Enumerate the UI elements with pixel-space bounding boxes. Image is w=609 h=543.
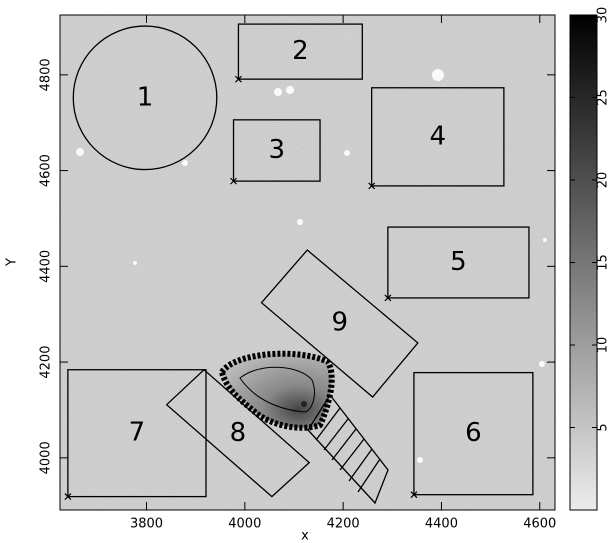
region-label: 4 [429, 121, 446, 151]
y-tick-label: 4400 [39, 250, 54, 283]
y-axis-label: Y [5, 258, 20, 267]
y-tick-label: 4800 [39, 58, 54, 91]
colorbar-tick-label: 15 [596, 254, 609, 271]
page: {"chart_data": {"type": "image", "xlabel… [0, 0, 609, 543]
x-tick-label: 4600 [523, 517, 556, 532]
x-tick-label: 4200 [327, 517, 360, 532]
region-label: 8 [230, 418, 247, 448]
y-tick-label: 4000 [39, 441, 54, 474]
region-label: 5 [450, 247, 467, 277]
colorbar-tick-label: 25 [596, 89, 609, 106]
colorbar-tick-label: 20 [596, 172, 609, 189]
region-label: 1 [137, 82, 154, 112]
colorbar-tick-label: 30 [596, 7, 609, 24]
x-tick-label: 4000 [228, 517, 261, 532]
y-tick-label: 4600 [39, 154, 54, 187]
chart: x Y 3800 4000 4200 4400 4600 4000 4200 4400 4600… [0, 0, 609, 543]
x-axis-label: x [301, 529, 309, 543]
colorbar-tick-label: 10 [596, 337, 609, 354]
colorbar-tick-label: 5 [596, 423, 609, 431]
y-tick-label: 4200 [39, 346, 54, 379]
region-label: 2 [292, 36, 309, 66]
region-label: 9 [332, 308, 349, 338]
region-label: 7 [129, 418, 146, 448]
region-label: 6 [465, 418, 482, 448]
x-tick-label: 3800 [130, 517, 163, 532]
region-label: 3 [269, 135, 286, 165]
x-tick-label: 4400 [425, 517, 458, 532]
